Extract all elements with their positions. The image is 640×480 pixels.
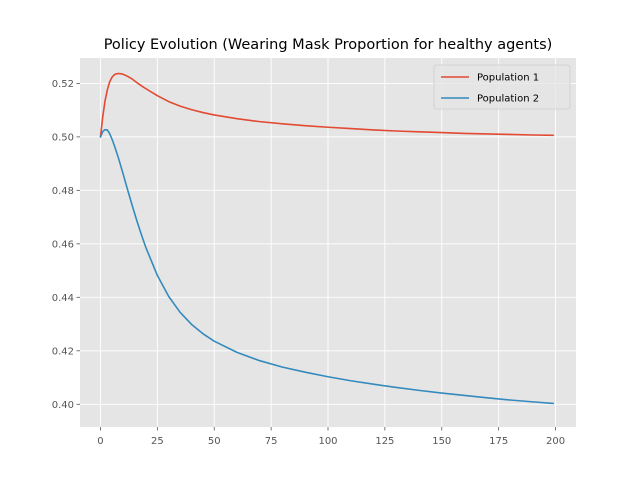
- y-tick-label: 0.44: [52, 293, 74, 304]
- y-tick-label: 0.52: [52, 79, 74, 90]
- axes: 0 25 50 75 100 125 150 175 200 0.40 0.42 0.44 0.46 0.…: [52, 79, 565, 447]
- x-tick-label: 75: [265, 436, 278, 447]
- y-tick-label: 0.42: [52, 346, 74, 357]
- series-line-population-1: [99, 72, 555, 138]
- legend-label-population-2: Population 2: [477, 94, 539, 105]
- x-tick-label: 0: [97, 436, 103, 447]
- series-layer: [99, 72, 555, 405]
- y-tick-label: 0.50: [52, 132, 74, 143]
- legend-label-population-1: Population 1: [477, 73, 539, 84]
- legend: Population 1 Population 2: [433, 64, 571, 110]
- y-tick-label: 0.46: [52, 239, 74, 250]
- y-tick-label: 0.40: [52, 400, 74, 411]
- x-tick-label: 25: [151, 436, 164, 447]
- series-line-population-2: [99, 128, 555, 405]
- grid: [80, 58, 576, 427]
- y-tick-label: 0.48: [52, 186, 74, 197]
- x-tick-label: 150: [432, 436, 451, 447]
- x-tick-label: 125: [375, 436, 394, 447]
- chart-title: Policy Evolution (Wearing Mask Proportio…: [104, 37, 553, 53]
- x-tick-label: 100: [318, 436, 337, 447]
- x-tick-label: 50: [208, 436, 221, 447]
- x-tick-label: 175: [489, 436, 508, 447]
- x-tick-label: 200: [546, 436, 565, 447]
